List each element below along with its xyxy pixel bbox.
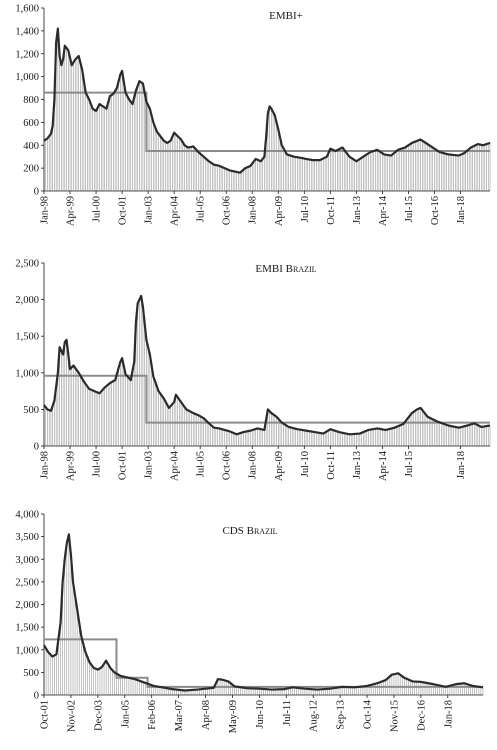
y-axis: 0 200 400 600 800 1,000 1,200 1,400 1,600 [15,4,45,198]
x-tick-label: Jan-03 [144,451,155,479]
x-tick-label: Apr-09 [274,451,285,481]
y-axis: 0 500 1,000 1,500 2,000 2,500 [15,259,45,453]
x-tick-label: Sep-13 [336,700,347,730]
regime-mean-line [44,91,490,152]
x-tick-label: Jan-98 [40,196,51,224]
y-tick-label: 1,000 [15,645,39,656]
x-tick-label: Jul-10 [300,451,311,477]
y-tick-label: 1,500 [15,623,39,634]
x-tick-label: Jan-05 [120,700,131,728]
x-tick-label: Jul-00 [92,196,103,222]
x-tick-label: Apr-99 [66,196,77,226]
x-tick-label: Jan-13 [352,196,363,224]
y-axis: 0 500 1,000 1,500 2,000 2,500 3,000 3,500 4,000 [15,510,45,702]
x-tick-label: Apr-09 [274,196,285,226]
x-axis: Jan-98 Apr-99 Jul-00 Oct-01 Jan-03 Apr-04 Jul-… [40,445,490,481]
x-tick-label: Jul-15 [404,196,415,222]
regime-mean-line [44,374,490,424]
y-tick-label: 800 [23,95,39,106]
x-tick-label: Nov-15 [389,700,400,732]
x-tick-label: May-09 [228,700,239,733]
x-tick-label: Aug-12 [309,700,320,732]
y-tick-label: 1,400 [15,26,39,37]
x-tick-label: Dec-16 [416,700,427,731]
x-tick-label: Oct-01 [118,196,129,225]
spread-line [43,27,491,174]
x-tick-label: Oct-01 [40,700,51,729]
x-tick-label: Oct-06 [222,451,233,480]
spread-line [43,533,484,692]
x-tick-label: Jul-15 [404,451,415,477]
chart-embi-brazil: EMBI Brazil 0 500 1,000 1,500 2,000 2,500 Jan-… [15,259,491,481]
y-tick-label: 500 [23,668,39,679]
x-tick-label: Oct-14 [363,699,374,729]
x-tick-label: Oct-16 [430,196,441,225]
chart-cds-brazil: CDS Brazil 0 500 1,000 1,500 2,000 2,500 3,000… [15,510,484,733]
x-tick-label: Jan-18 [456,196,467,224]
y-tick-label: 2,500 [15,577,39,588]
y-tick-label: 3,500 [15,532,39,543]
chart-title: EMBI+ [269,10,303,22]
x-tick-label: Apr-14 [378,195,389,226]
area-hatch [43,28,491,191]
chart-title: EMBI Brazil [255,263,316,275]
y-tick-label: 1,000 [15,368,39,379]
x-tick-label: Jan-18 [456,451,467,479]
y-tick-label: 400 [23,141,39,152]
x-tick-label: Jan-08 [248,196,259,224]
x-tick-label: Jan-98 [40,451,51,479]
chart-embi-plus: EMBI+ 0 200 400 600 800 1,000 1,200 1,400 1,600 J… [15,4,491,226]
x-tick-label: Apr-08 [201,700,212,730]
y-tick-label: 2,000 [15,600,39,611]
y-tick-label: 200 [23,164,39,175]
y-tick-label: 3,000 [15,555,39,566]
y-tick-label: 600 [23,118,39,129]
x-tick-label: Oct-11 [326,196,337,225]
x-tick-label: Jun-10 [255,700,266,729]
y-tick-label: 1,600 [15,4,39,15]
y-tick-label: 2,000 [15,295,39,306]
spread-line [43,294,491,436]
x-tick-label: Jul-10 [300,196,311,222]
x-tick-label: Apr-99 [66,451,77,481]
x-tick-label: Nov-02 [66,700,77,732]
chart-title: CDS Brazil [222,525,277,537]
x-tick-label: Jul-05 [196,196,207,222]
x-tick-label: Oct-11 [326,451,337,480]
x-tick-label: Oct-06 [222,196,233,225]
y-tick-label: 0 [34,442,39,453]
y-tick-label: 0 [34,691,39,702]
x-tick-label: Oct-01 [118,451,129,480]
x-tick-label: Jan-08 [248,451,259,479]
y-tick-label: 1,200 [15,49,39,60]
x-tick-label: Dec-03 [93,700,104,731]
x-tick-label: Feb-06 [147,700,158,730]
area-hatch [43,534,484,695]
y-tick-label: 500 [23,405,39,416]
x-axis: Jan-98 Apr-99 Jul-00 Oct-01 Jan-03 Apr-04 Jul-… [40,190,490,226]
x-tick-label: Apr-04 [170,450,181,481]
x-tick-label: Mar-07 [174,700,185,731]
y-tick-label: 1,000 [15,72,39,83]
x-tick-label: Jul-00 [92,451,103,477]
y-tick-label: 0 [34,187,39,198]
x-axis: Oct-01 Nov-02 Dec-03 Jan-05 Feb-06 Mar-07 Apr-… [40,694,483,733]
y-tick-label: 2,500 [15,259,39,270]
x-tick-label: Jan-13 [352,451,363,479]
x-tick-label: Apr-14 [378,450,389,481]
x-tick-label: Jul-11 [282,700,293,726]
x-tick-label: Jan-03 [144,196,155,224]
regime-mean-line [44,638,483,688]
y-tick-label: 1,500 [15,332,39,343]
x-tick-label: Jan-18 [443,700,454,728]
x-tick-label: Jul-05 [196,451,207,477]
y-tick-label: 4,000 [15,510,39,521]
x-tick-label: Apr-04 [170,195,181,226]
